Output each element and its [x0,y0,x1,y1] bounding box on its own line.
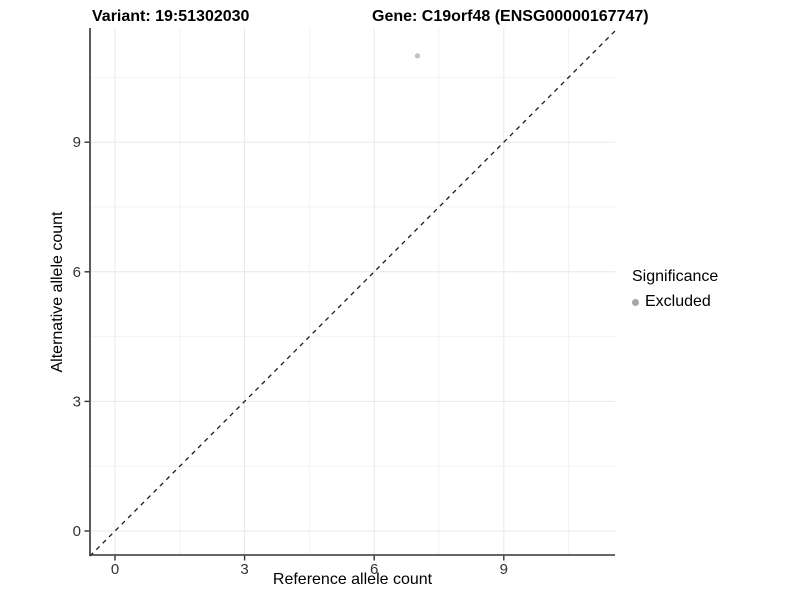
gene-title: Gene: C19orf48 (ENSG00000167747) [372,8,649,25]
y-tick-label: 6 [73,264,81,281]
excluded-point-icon [632,298,639,306]
x-tick-label: 0 [111,561,119,578]
y-tick-label: 3 [73,393,81,410]
legend-title: Significance [632,268,719,285]
legend-item-label: Excluded [645,293,711,310]
variant-title: Variant: 19:51302030 [92,8,250,25]
legend: Significance Excluded [632,268,718,311]
y-tick-label: 0 [73,523,81,540]
y-axis-title: Alternative allele count [49,211,66,373]
y-tick-label: 9 [73,134,81,151]
identity-reference-line [89,30,616,557]
data-point [414,53,420,59]
x-axis-title: Reference allele count [272,571,433,588]
x-tick-label: 3 [240,561,248,578]
legend-item-excluded: Excluded [632,293,718,311]
x-tick-label: 6 [370,561,378,578]
x-tick-label: 9 [500,561,508,578]
